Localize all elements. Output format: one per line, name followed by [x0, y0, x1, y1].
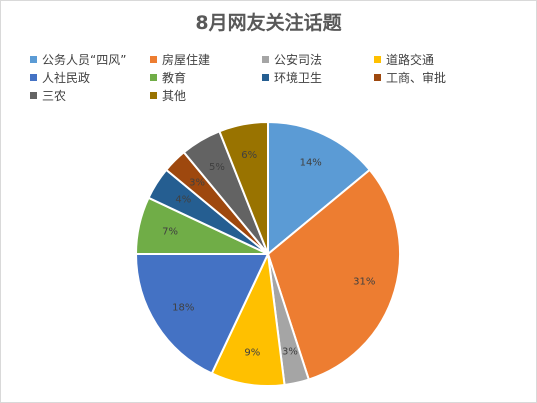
chart-title: 8月网友关注话题 — [195, 12, 342, 34]
slice-data-label: 5% — [209, 162, 225, 173]
legend-item: 教育 — [150, 69, 262, 86]
legend-item: 三农 — [30, 87, 150, 104]
legend-swatch — [262, 74, 269, 81]
slice-data-label: 6% — [241, 150, 257, 161]
slice-data-label: 18% — [172, 302, 194, 313]
slice-data-label: 3% — [282, 346, 298, 357]
legend-label: 公安司法 — [274, 53, 323, 67]
legend-item: 房屋住建 — [150, 51, 262, 68]
chart-legend: 公务人员“四风” 房屋住建 公安司法 道路交通人社民政 教育 环境卫生 工商、审批三农 其他 — [30, 51, 510, 104]
pie-slice — [266, 168, 401, 381]
legend-item: 公务人员“四风” — [30, 51, 150, 68]
legend-swatch — [30, 74, 37, 81]
legend-label: 其他 — [162, 89, 187, 103]
legend-item: 环境卫生 — [262, 69, 374, 86]
legend-label: 公务人员“四风” — [42, 53, 127, 67]
legend-swatch — [150, 74, 157, 81]
legend-swatch — [30, 92, 37, 99]
legend-swatch — [30, 56, 37, 63]
slice-data-label: 14% — [300, 158, 322, 169]
legend-swatch — [374, 74, 381, 81]
legend-label: 房屋住建 — [162, 53, 211, 67]
legend-item: 人社民政 — [30, 69, 150, 86]
legend-label: 教育 — [162, 71, 187, 85]
legend-label: 道路交通 — [386, 53, 435, 67]
slice-data-label: 4% — [175, 195, 191, 206]
legend-item: 工商、审批 — [374, 69, 494, 86]
slice-data-label: 9% — [244, 348, 260, 359]
legend-swatch — [374, 56, 381, 63]
pie-slice — [134, 253, 270, 375]
slice-data-label: 3% — [189, 178, 205, 189]
pie-slice — [267, 120, 372, 257]
legend-item: 其他 — [150, 87, 262, 104]
pie-slice — [218, 120, 269, 255]
legend-label: 环境卫生 — [274, 71, 323, 85]
legend-item: 公安司法 — [262, 51, 374, 68]
legend-label: 三农 — [42, 89, 67, 103]
legend-swatch — [262, 56, 269, 63]
legend-label: 工商、审批 — [386, 71, 447, 85]
slice-data-label: 7% — [162, 227, 178, 238]
legend-swatch — [150, 56, 157, 63]
legend-item: 道路交通 — [374, 51, 494, 68]
legend-swatch — [150, 92, 157, 99]
slice-data-label: 31% — [353, 277, 375, 288]
legend-label: 人社民政 — [42, 71, 91, 85]
